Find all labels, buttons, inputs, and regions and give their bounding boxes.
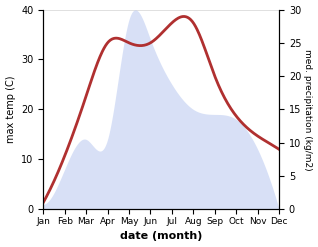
Y-axis label: med. precipitation (kg/m2): med. precipitation (kg/m2) <box>303 49 313 170</box>
Y-axis label: max temp (C): max temp (C) <box>5 76 16 143</box>
X-axis label: date (month): date (month) <box>120 231 202 242</box>
